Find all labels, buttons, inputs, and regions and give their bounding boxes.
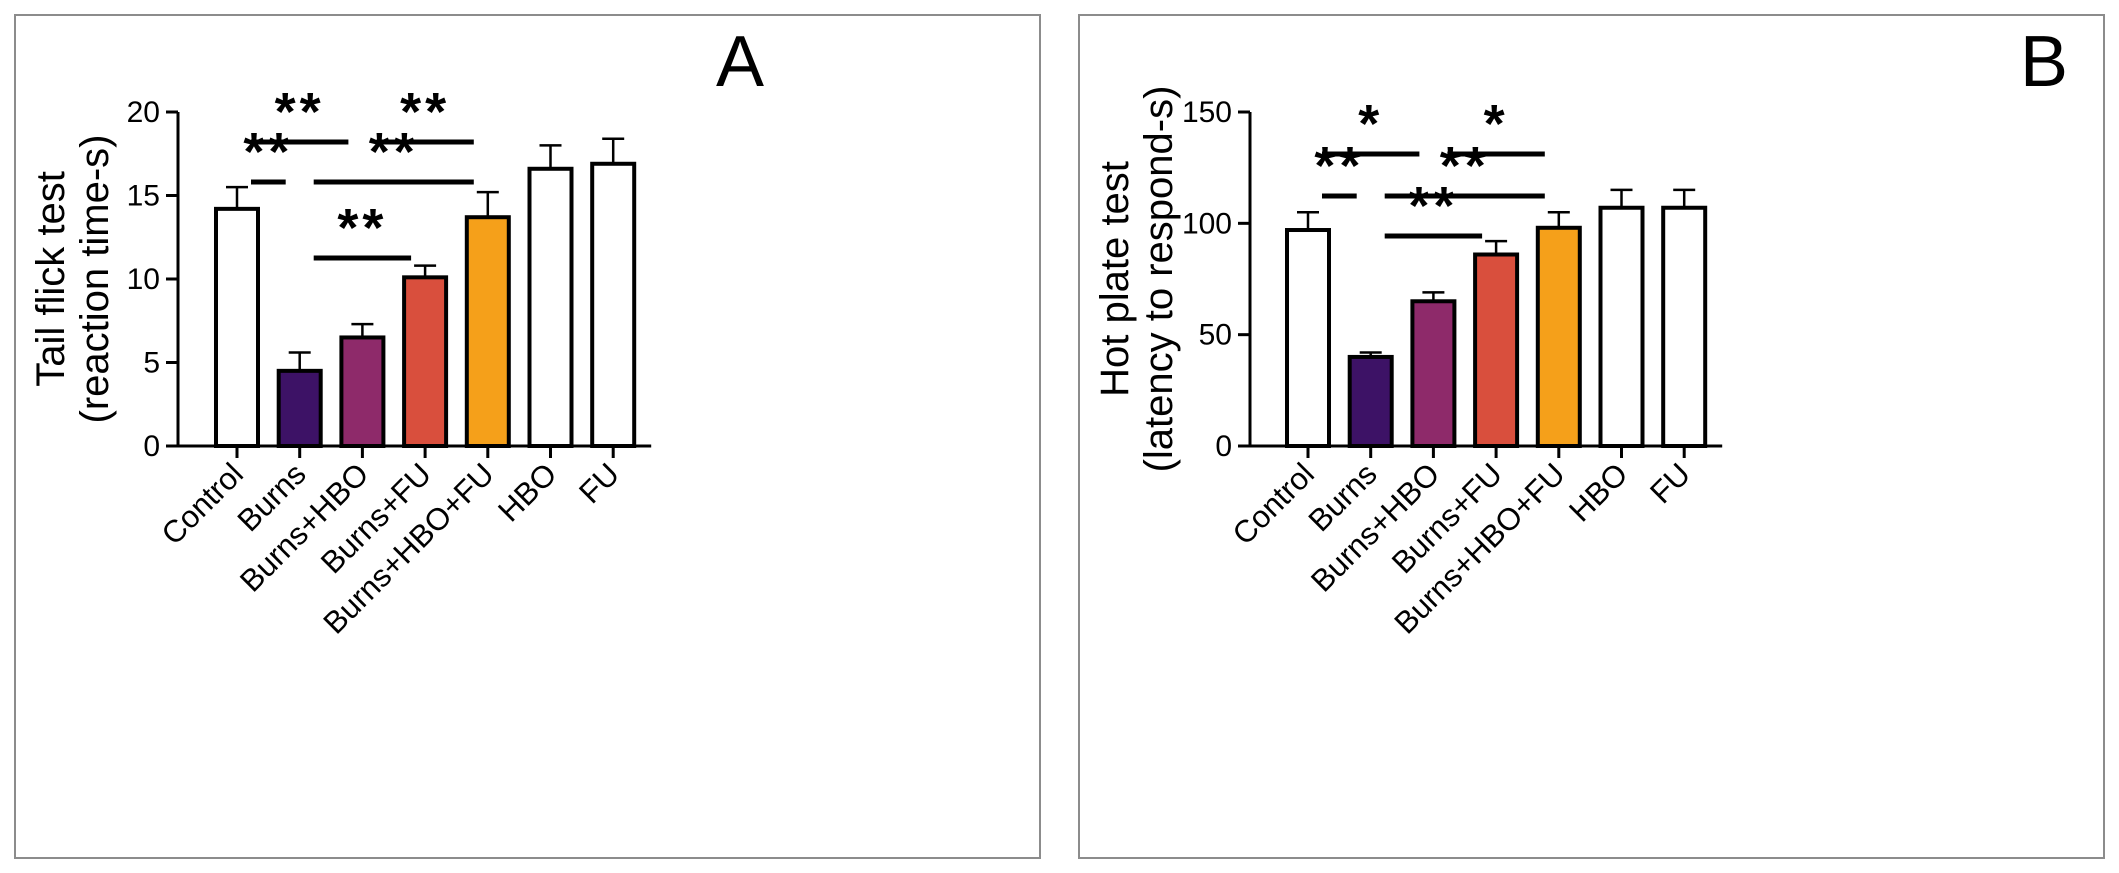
panel-a-y-axis-subtitle: (reaction time-s) [73, 135, 117, 424]
panel-b-category-label: Control [1226, 456, 1321, 551]
panel-b-y-axis-title: Hot plate test [1093, 161, 1137, 397]
panel-a-category-label: Control [155, 456, 250, 551]
panel-b-y-tick-label: 100 [1182, 207, 1232, 240]
panel-b-significance-label: ** [1408, 176, 1458, 236]
panel-a-y-axis-title: Tail flick test [29, 171, 73, 387]
panel-b-category-label: HBO [1562, 456, 1634, 528]
panel-b-bar-6 [1598, 205, 1645, 448]
panel-a-bar-6 [527, 166, 574, 448]
panel-b-letter: B [2020, 22, 2068, 102]
panel-a-significance-label: ** [243, 122, 293, 182]
panel-a-y-tick-label: 5 [143, 347, 160, 380]
panel-a-bar-1 [214, 206, 260, 448]
panel-b-significance-label: ** [1440, 136, 1490, 196]
panel-a-y-tick-label: 10 [127, 263, 160, 296]
panel-a-y-tick-label: 20 [127, 96, 160, 129]
panel-b-significance-label: * [1484, 94, 1509, 154]
tail-flick-chart: A 0 5 10 15 20 Tail flick test (reaction time-s… [29, 22, 764, 641]
panel-a-significance-label: ** [369, 122, 419, 182]
panel-a-category-label: FU [572, 456, 626, 510]
panel-a-significance-label: ** [275, 82, 325, 142]
panel-a-bar-7 [590, 161, 637, 449]
panel-a-letter: A [716, 22, 764, 102]
panel-b-bar-1 [1285, 228, 1331, 448]
panel-b-y-axis-subtitle: (latency to respond-s) [1137, 86, 1181, 473]
panel-b-bar-3 [1410, 299, 1457, 448]
panel-b-y-tick-label: 0 [1215, 430, 1232, 463]
panel-b-bar-4 [1473, 252, 1520, 448]
panel-a-y-tick-label: 15 [127, 180, 160, 213]
panel-b-significance-label: * [1358, 94, 1383, 154]
panel-b: B 0 50 100 150 Hot plate test (latency to resp… [1078, 14, 2105, 859]
panel-a-bar-4 [402, 275, 449, 448]
panel-a-bar-3 [339, 335, 386, 449]
panel-b-significance-label: ** [1314, 136, 1364, 196]
panel-a-y-tick-label: 0 [143, 430, 160, 463]
panel-a-significance-label: ** [337, 198, 387, 258]
hot-plate-chart: B 0 50 100 150 Hot plate test (latency to resp… [1093, 22, 2068, 641]
panel-b-bar-2 [1347, 354, 1394, 448]
panel-b-y-tick-label: 150 [1182, 96, 1232, 129]
panel-b-bar-7 [1661, 205, 1708, 448]
panel-a: A 0 5 10 15 20 Tail flick test (reaction time-s… [14, 14, 1041, 859]
panel-a-bar-2 [276, 368, 323, 449]
panel-a-bar-5 [464, 215, 511, 448]
panel-a-significance-label: ** [400, 82, 450, 142]
panel-b-y-tick-label: 50 [1199, 319, 1232, 352]
panel-b-bar-5 [1535, 225, 1582, 448]
panel-b-category-label: FU [1643, 456, 1697, 510]
panel-a-category-label: HBO [491, 456, 563, 528]
